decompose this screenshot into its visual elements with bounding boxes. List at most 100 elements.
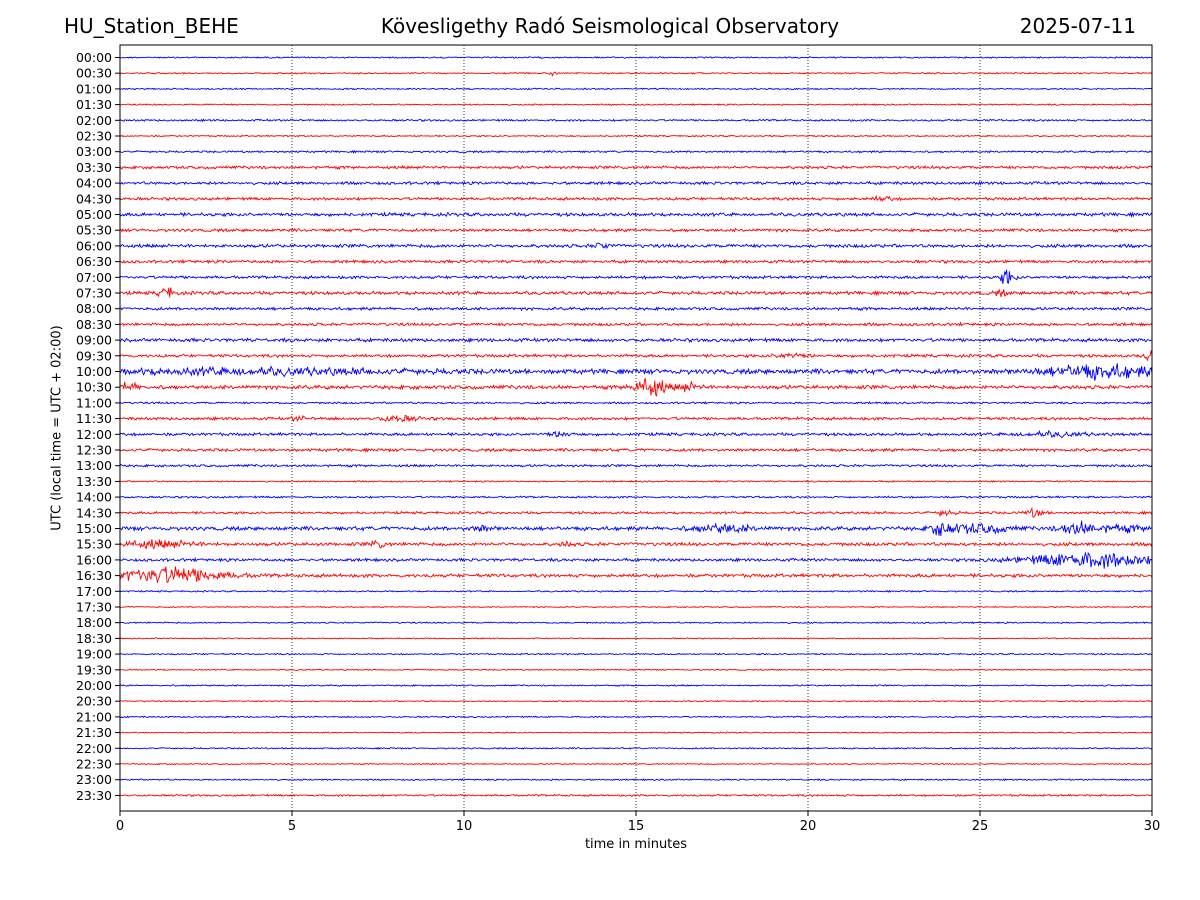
trace-row-0000 [119,56,1153,59]
row-time-label: 02:30 [76,129,112,144]
trace-row-0300 [119,149,1153,154]
row-time-label: 00:30 [76,66,112,81]
row-time-label: 02:00 [76,113,112,128]
trace-row-0230 [119,134,1153,138]
row-time-label: 08:00 [76,301,112,316]
row-time-label: 05:30 [76,223,112,238]
x-tick-label: 5 [288,819,296,834]
observatory-title: Kövesligethy Radó Seismological Observat… [380,14,840,38]
trace-row-1100 [119,400,1153,405]
trace-row-0200 [119,118,1153,123]
row-time-label: 04:30 [76,191,112,206]
trace-row-0830 [119,321,1153,328]
row-time-label: 00:00 [76,50,112,65]
trace-row-1630 [119,566,1153,584]
row-time-label: 08:30 [76,317,112,332]
row-time-label: 12:00 [76,427,112,442]
grid-lines [291,45,981,811]
x-tick-label: 10 [456,819,473,834]
trace-row-1200 [119,429,1153,439]
x-tick-label: 15 [628,819,645,834]
row-time-label: 17:30 [76,600,112,615]
trace-row-2130 [119,731,1153,734]
row-time-label: 22:30 [76,757,112,772]
trace-row-0900 [119,337,1153,344]
row-time-label: 16:30 [76,568,112,583]
row-time-label: 20:30 [76,694,112,709]
trace-row-0730 [119,287,1153,298]
trace-row-1130 [119,414,1153,423]
trace-row-0130 [119,103,1153,107]
x-tick-label: 0 [116,819,124,834]
trace-row-0500 [119,211,1153,218]
row-time-label: 14:00 [76,490,112,505]
trace-row-1500 [119,520,1153,536]
trace-row-1300 [119,463,1153,468]
row-time-label: 11:30 [76,411,112,426]
trace-row-0700 [119,269,1153,284]
row-time-label: 16:00 [76,552,112,567]
row-time-label: 22:00 [76,741,112,756]
station-name: HU_Station_BEHE [64,14,239,38]
row-time-label: 15:00 [76,521,112,536]
row-time-label: 10:00 [76,364,112,379]
row-time-label: 09:30 [76,348,112,363]
row-time-label: 12:30 [76,443,112,458]
row-time-label: 21:30 [76,725,112,740]
trace-row-1400 [119,495,1153,499]
x-axis-label: time in minutes [584,837,688,852]
trace-row-2300 [119,778,1153,782]
row-time-label: 23:00 [76,772,112,787]
row-time-label: 14:30 [76,505,112,520]
trace-row-1600 [119,551,1153,569]
x-tick-label: 30 [1144,819,1161,834]
trace-row-2330 [119,793,1153,798]
row-time-label: 21:00 [76,709,112,724]
row-time-label: 15:30 [76,537,112,552]
trace-row-1430 [119,506,1153,518]
row-time-label: 19:30 [76,662,112,677]
trace-row-0100 [119,87,1153,91]
row-time-label: 17:00 [76,584,112,599]
seismic-traces [119,56,1153,798]
trace-row-2100 [119,715,1153,719]
row-time-label: 09:00 [76,333,112,348]
trace-row-1530 [119,538,1153,550]
row-time-label: 07:30 [76,286,112,301]
trace-row-1900 [119,652,1153,656]
row-time-label: 05:00 [76,207,112,222]
trace-row-2030 [119,699,1153,703]
row-time-label: 18:00 [76,615,112,630]
trace-row-1800 [119,621,1153,625]
row-time-label: 13:30 [76,474,112,489]
trace-row-1930 [119,668,1153,672]
trace-row-1830 [119,637,1153,640]
row-time-label: 07:00 [76,270,112,285]
trace-row-1230 [119,447,1153,454]
trace-row-1700 [119,589,1153,593]
row-time-label: 01:00 [76,81,112,96]
row-time-label: 03:00 [76,144,112,159]
y-axis: 00:0000:3001:0001:3002:0002:3003:0003:30… [76,50,120,803]
row-time-label: 06:30 [76,254,112,269]
row-time-label: 03:30 [76,160,112,175]
trace-row-0030 [119,71,1153,77]
row-time-label: 19:00 [76,647,112,662]
row-time-label: 11:00 [76,395,112,410]
x-tick-label: 20 [800,819,817,834]
trace-row-2000 [119,684,1153,687]
trace-row-1030 [119,378,1153,397]
trace-row-0600 [119,242,1153,250]
trace-row-0330 [119,164,1153,170]
row-time-label: 23:30 [76,788,112,803]
record-date: 2025-07-11 [1019,14,1136,38]
row-time-label: 01:30 [76,97,112,112]
row-time-label: 04:00 [76,176,112,191]
row-time-label: 06:00 [76,238,112,253]
row-time-label: 10:30 [76,380,112,395]
row-time-label: 13:00 [76,458,112,473]
trace-row-1000 [119,363,1153,381]
row-time-label: 20:00 [76,678,112,693]
trace-row-1330 [119,479,1153,483]
